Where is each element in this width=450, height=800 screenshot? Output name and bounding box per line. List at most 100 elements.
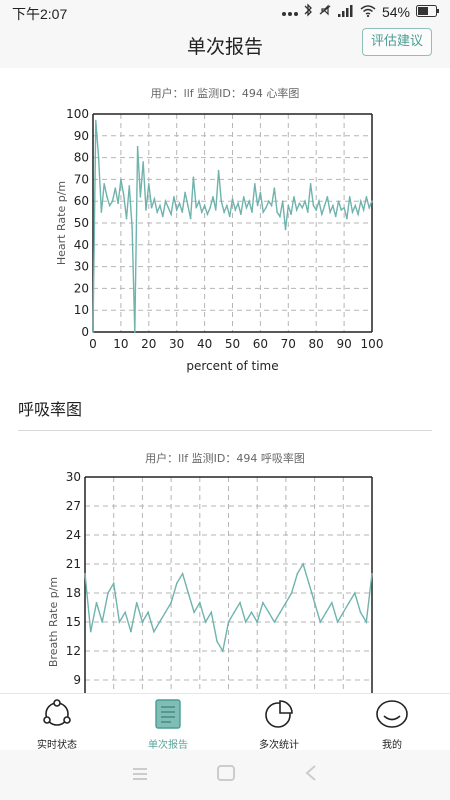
page-title: 单次报告	[186, 36, 263, 58]
data-point	[362, 209, 365, 211]
data-point	[94, 119, 97, 122]
data-point	[221, 650, 224, 652]
data-point	[231, 198, 234, 200]
x-tick-label: 10	[113, 337, 128, 351]
data-point	[201, 211, 203, 213]
data-point	[107, 592, 109, 594]
y-tick-label: 40	[74, 238, 89, 252]
data-point	[145, 209, 147, 211]
y-tick-label: 12	[66, 644, 81, 658]
data-point	[308, 582, 310, 585]
x-tick-label: 90	[336, 337, 351, 351]
data-point	[181, 211, 184, 213]
data-point	[114, 187, 117, 189]
breath-section-title: 呼吸率图	[18, 400, 83, 419]
data-point	[259, 191, 262, 194]
data-point	[267, 200, 270, 202]
data-point	[118, 621, 121, 623]
data-point	[256, 621, 259, 623]
data-point	[147, 611, 149, 614]
menu-icon[interactable]	[132, 766, 148, 785]
data-point	[298, 202, 301, 205]
data-point	[189, 217, 192, 220]
data-point	[135, 601, 138, 604]
data-point	[290, 213, 292, 216]
data-point	[334, 215, 337, 218]
y-tick-label: 30	[74, 260, 89, 274]
data-point	[156, 211, 158, 213]
data-point	[353, 592, 356, 594]
y-tick-label: 27	[66, 499, 81, 513]
x-tick-label: 100	[361, 337, 384, 351]
nav-statistics[interactable]: 多次统计	[229, 698, 329, 751]
data-point	[130, 630, 132, 633]
nav-label-realtime: 实时状态	[37, 740, 77, 751]
data-point	[360, 200, 362, 202]
data-point	[279, 215, 281, 218]
x-tick-label: 50	[225, 337, 240, 351]
data-point	[262, 601, 264, 604]
data-point	[239, 601, 241, 604]
data-point	[139, 196, 142, 198]
y-tick-label: 21	[66, 557, 81, 571]
data-point	[337, 200, 340, 202]
x-axis-label: percent of time	[186, 359, 278, 373]
nav-realtime[interactable]: 实时状态	[7, 698, 107, 751]
data-point	[320, 213, 323, 216]
data-point	[346, 217, 348, 220]
data-point	[318, 200, 320, 202]
signal-icon	[337, 4, 354, 20]
home-icon[interactable]	[217, 765, 235, 785]
data-point	[95, 601, 98, 604]
y-tick-label: 0	[81, 325, 89, 339]
data-point	[100, 211, 103, 213]
y-tick-label: 50	[74, 216, 89, 230]
data-point	[319, 621, 322, 623]
y-axis-label: Heart Rate p/m	[55, 181, 68, 265]
back-icon[interactable]	[305, 765, 317, 785]
data-point	[276, 211, 278, 213]
nav-label-statistics: 多次统计	[259, 740, 299, 751]
nav-mine[interactable]: 我的	[342, 698, 442, 751]
data-point	[89, 630, 92, 633]
realtime-icon	[39, 699, 75, 734]
data-point	[270, 204, 273, 207]
data-point	[173, 196, 175, 198]
x-tick-label: 20	[141, 337, 156, 351]
data-point	[214, 209, 217, 211]
x-tick-label: 70	[281, 337, 296, 351]
data-point	[170, 213, 172, 216]
y-tick-label: 15	[66, 615, 81, 629]
data-point	[354, 204, 357, 207]
mute-icon	[318, 3, 332, 20]
data-point	[223, 211, 225, 213]
nav-single-report[interactable]: 单次报告	[118, 698, 218, 751]
data-point	[343, 206, 345, 209]
data-point	[175, 209, 178, 211]
data-point	[351, 211, 354, 213]
data-point	[365, 621, 368, 623]
data-point	[250, 611, 253, 614]
breath-chart-caption: 用户：llf 监测ID：494 呼吸率图	[145, 452, 305, 465]
data-point	[101, 621, 104, 623]
data-point	[365, 196, 368, 198]
data-point	[134, 331, 136, 333]
data-point	[332, 204, 334, 207]
section-divider	[18, 430, 432, 431]
data-point	[187, 204, 189, 207]
data-point	[141, 621, 144, 623]
data-point	[220, 200, 223, 202]
nav-label-mine: 我的	[382, 740, 402, 751]
x-tick-label: 80	[309, 337, 324, 351]
data-point	[290, 592, 293, 594]
data-point	[203, 204, 206, 207]
evaluation-advice-button[interactable]: 评估建议	[361, 28, 432, 56]
data-point	[193, 611, 195, 614]
y-tick-label: 10	[74, 303, 89, 317]
data-point	[217, 169, 220, 172]
nav-label-single-report: 单次报告	[148, 740, 188, 751]
y-tick-label: 9	[73, 673, 81, 687]
data-point	[336, 621, 339, 623]
data-point	[371, 200, 373, 202]
x-tick-label: 0	[89, 337, 97, 351]
